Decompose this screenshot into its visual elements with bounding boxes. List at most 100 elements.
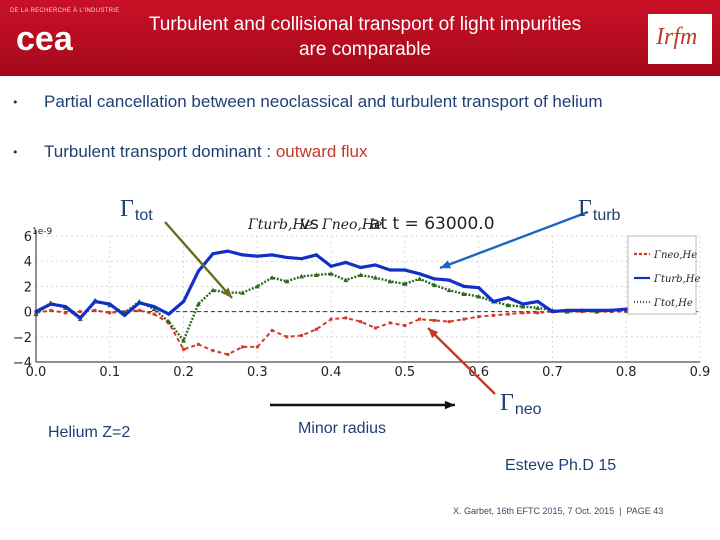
- cea-logo: cea: [16, 20, 74, 58]
- point-tot-16: [269, 275, 275, 280]
- chart-title-suffix: at t = 63000.0: [370, 214, 495, 234]
- point-tot-26: [417, 276, 423, 281]
- point-tot-34: [535, 305, 541, 310]
- point-neo-12: [211, 349, 215, 353]
- point-neo-15: [255, 345, 259, 349]
- point-neo-19: [314, 327, 318, 331]
- point-turb-21: [344, 260, 348, 265]
- point-turb-30: [477, 286, 481, 290]
- point-tot-17: [284, 278, 290, 284]
- point-turb-23: [373, 263, 377, 267]
- point-turb-26: [418, 272, 422, 276]
- series-line-neohe: [35, 309, 671, 356]
- gamma-neo-label: Γneo: [500, 390, 542, 418]
- x-tick-label-4: 0.4: [321, 365, 342, 380]
- point-neo-27: [432, 318, 436, 322]
- point-turb-34: [536, 299, 540, 304]
- slide-title-line2: are comparable: [298, 39, 432, 60]
- point-turb-0: [34, 310, 38, 314]
- point-turb-27: [432, 277, 436, 281]
- point-tot-30: [476, 293, 482, 299]
- x-tick-label-2: 0.2: [173, 365, 194, 380]
- gamma-tot-label: Γtot: [120, 196, 153, 224]
- gamma-turb-label: Γturb: [578, 196, 621, 224]
- point-neo-28: [447, 320, 451, 324]
- point-tot-10: [181, 338, 187, 343]
- turb-arrow-head: [440, 260, 451, 269]
- point-tot-8: [151, 306, 157, 312]
- point-turb-33: [521, 302, 525, 306]
- point-tot-25: [402, 281, 408, 286]
- point-turb-17: [285, 255, 289, 260]
- bullet-1-marker: •: [12, 96, 19, 109]
- x-tick-label-1: 0.1: [99, 365, 120, 380]
- helium-caption: Helium Z=2: [48, 424, 131, 441]
- point-turb-14: [240, 253, 245, 257]
- point-neo-11: [196, 342, 200, 346]
- tot-arrow-head: [222, 287, 232, 298]
- header-bar: DE LA RECHERCHE À L'INDUSTRIE cea Turbul…: [0, 0, 720, 76]
- legend-label-2: Γtot,He: [653, 298, 693, 309]
- point-turb-16: [270, 253, 274, 257]
- point-neo-21: [344, 316, 348, 320]
- point-neo-24: [388, 321, 392, 325]
- point-neo-34: [536, 311, 540, 315]
- footer-citation: X. Garbet, 16th EFTC 2015, 7 Oct. 2015: [453, 506, 615, 516]
- point-turb-29: [462, 284, 466, 288]
- point-neo-20: [329, 317, 333, 321]
- turb-arrow-shaft: [439, 210, 589, 270]
- neo-arrow-head: [428, 328, 439, 339]
- x-tick-label-0: 0.0: [26, 365, 47, 380]
- point-turb-44: [624, 307, 628, 311]
- y-tick-label-5: −4: [13, 356, 32, 371]
- point-turb-28: [447, 278, 451, 282]
- point-tot-12: [210, 287, 216, 293]
- point-tot-14: [240, 290, 246, 295]
- bullet-1-text: Partial cancellation between neoclassica…: [44, 92, 603, 111]
- y-tick-label-0: 6: [24, 230, 32, 245]
- series-line-tothe: [35, 272, 671, 342]
- point-turb-13: [226, 249, 230, 253]
- point-neo-23: [373, 326, 377, 330]
- point-neo-16: [270, 329, 274, 332]
- irfm-logo-box: [648, 14, 712, 64]
- point-turb-4: [93, 299, 97, 304]
- point-neo-7: [137, 308, 141, 312]
- legend-label-0: Γneo,He: [653, 250, 697, 261]
- point-tot-33: [520, 304, 526, 309]
- point-turb-19: [314, 253, 318, 257]
- point-neo-10: [182, 347, 186, 351]
- point-neo-32: [506, 312, 510, 316]
- flux-chart: 0.0 0.1 0.2 0.3 0.4 0.5 0.6 0.7 0.8 0.9 6 4 2 0 −2 −4 1e…: [13, 210, 711, 410]
- footer: X. Garbet, 16th EFTC 2015, 7 Oct. 2015 | P…: [453, 506, 663, 516]
- point-turb-3: [78, 316, 82, 320]
- x-tick-label-3: 0.3: [247, 365, 268, 380]
- point-turb-38: [595, 308, 599, 312]
- point-neo-26: [418, 317, 422, 321]
- point-turb-24: [388, 268, 392, 272]
- point-turb-22: [359, 265, 363, 270]
- point-turb-7: [137, 301, 141, 305]
- point-turb-18: [300, 257, 304, 261]
- y-exponent-label: 1e-9: [32, 227, 53, 237]
- point-tot-22: [358, 272, 364, 278]
- point-neo-1: [49, 308, 53, 312]
- point-tot-20: [328, 271, 334, 276]
- point-neo-14: [241, 345, 245, 349]
- x-tick-label-9: 0.9: [690, 365, 711, 380]
- point-turb-11: [196, 269, 200, 273]
- point-turb-15: [255, 254, 259, 258]
- point-tot-27: [431, 282, 437, 288]
- point-neo-30: [477, 315, 481, 319]
- point-turb-25: [403, 268, 407, 272]
- point-neo-22: [359, 320, 363, 324]
- point-turb-36: [565, 308, 569, 312]
- tot-arrow-shaft: [164, 221, 233, 299]
- point-tot-23: [372, 275, 378, 280]
- neo-arrow-shaft: [427, 327, 496, 395]
- point-neo-3: [78, 310, 82, 314]
- point-neo-5: [108, 311, 112, 315]
- point-tot-19: [313, 272, 319, 278]
- bullet-2-highlight: outward flux: [275, 142, 368, 161]
- point-tot-21: [343, 277, 349, 283]
